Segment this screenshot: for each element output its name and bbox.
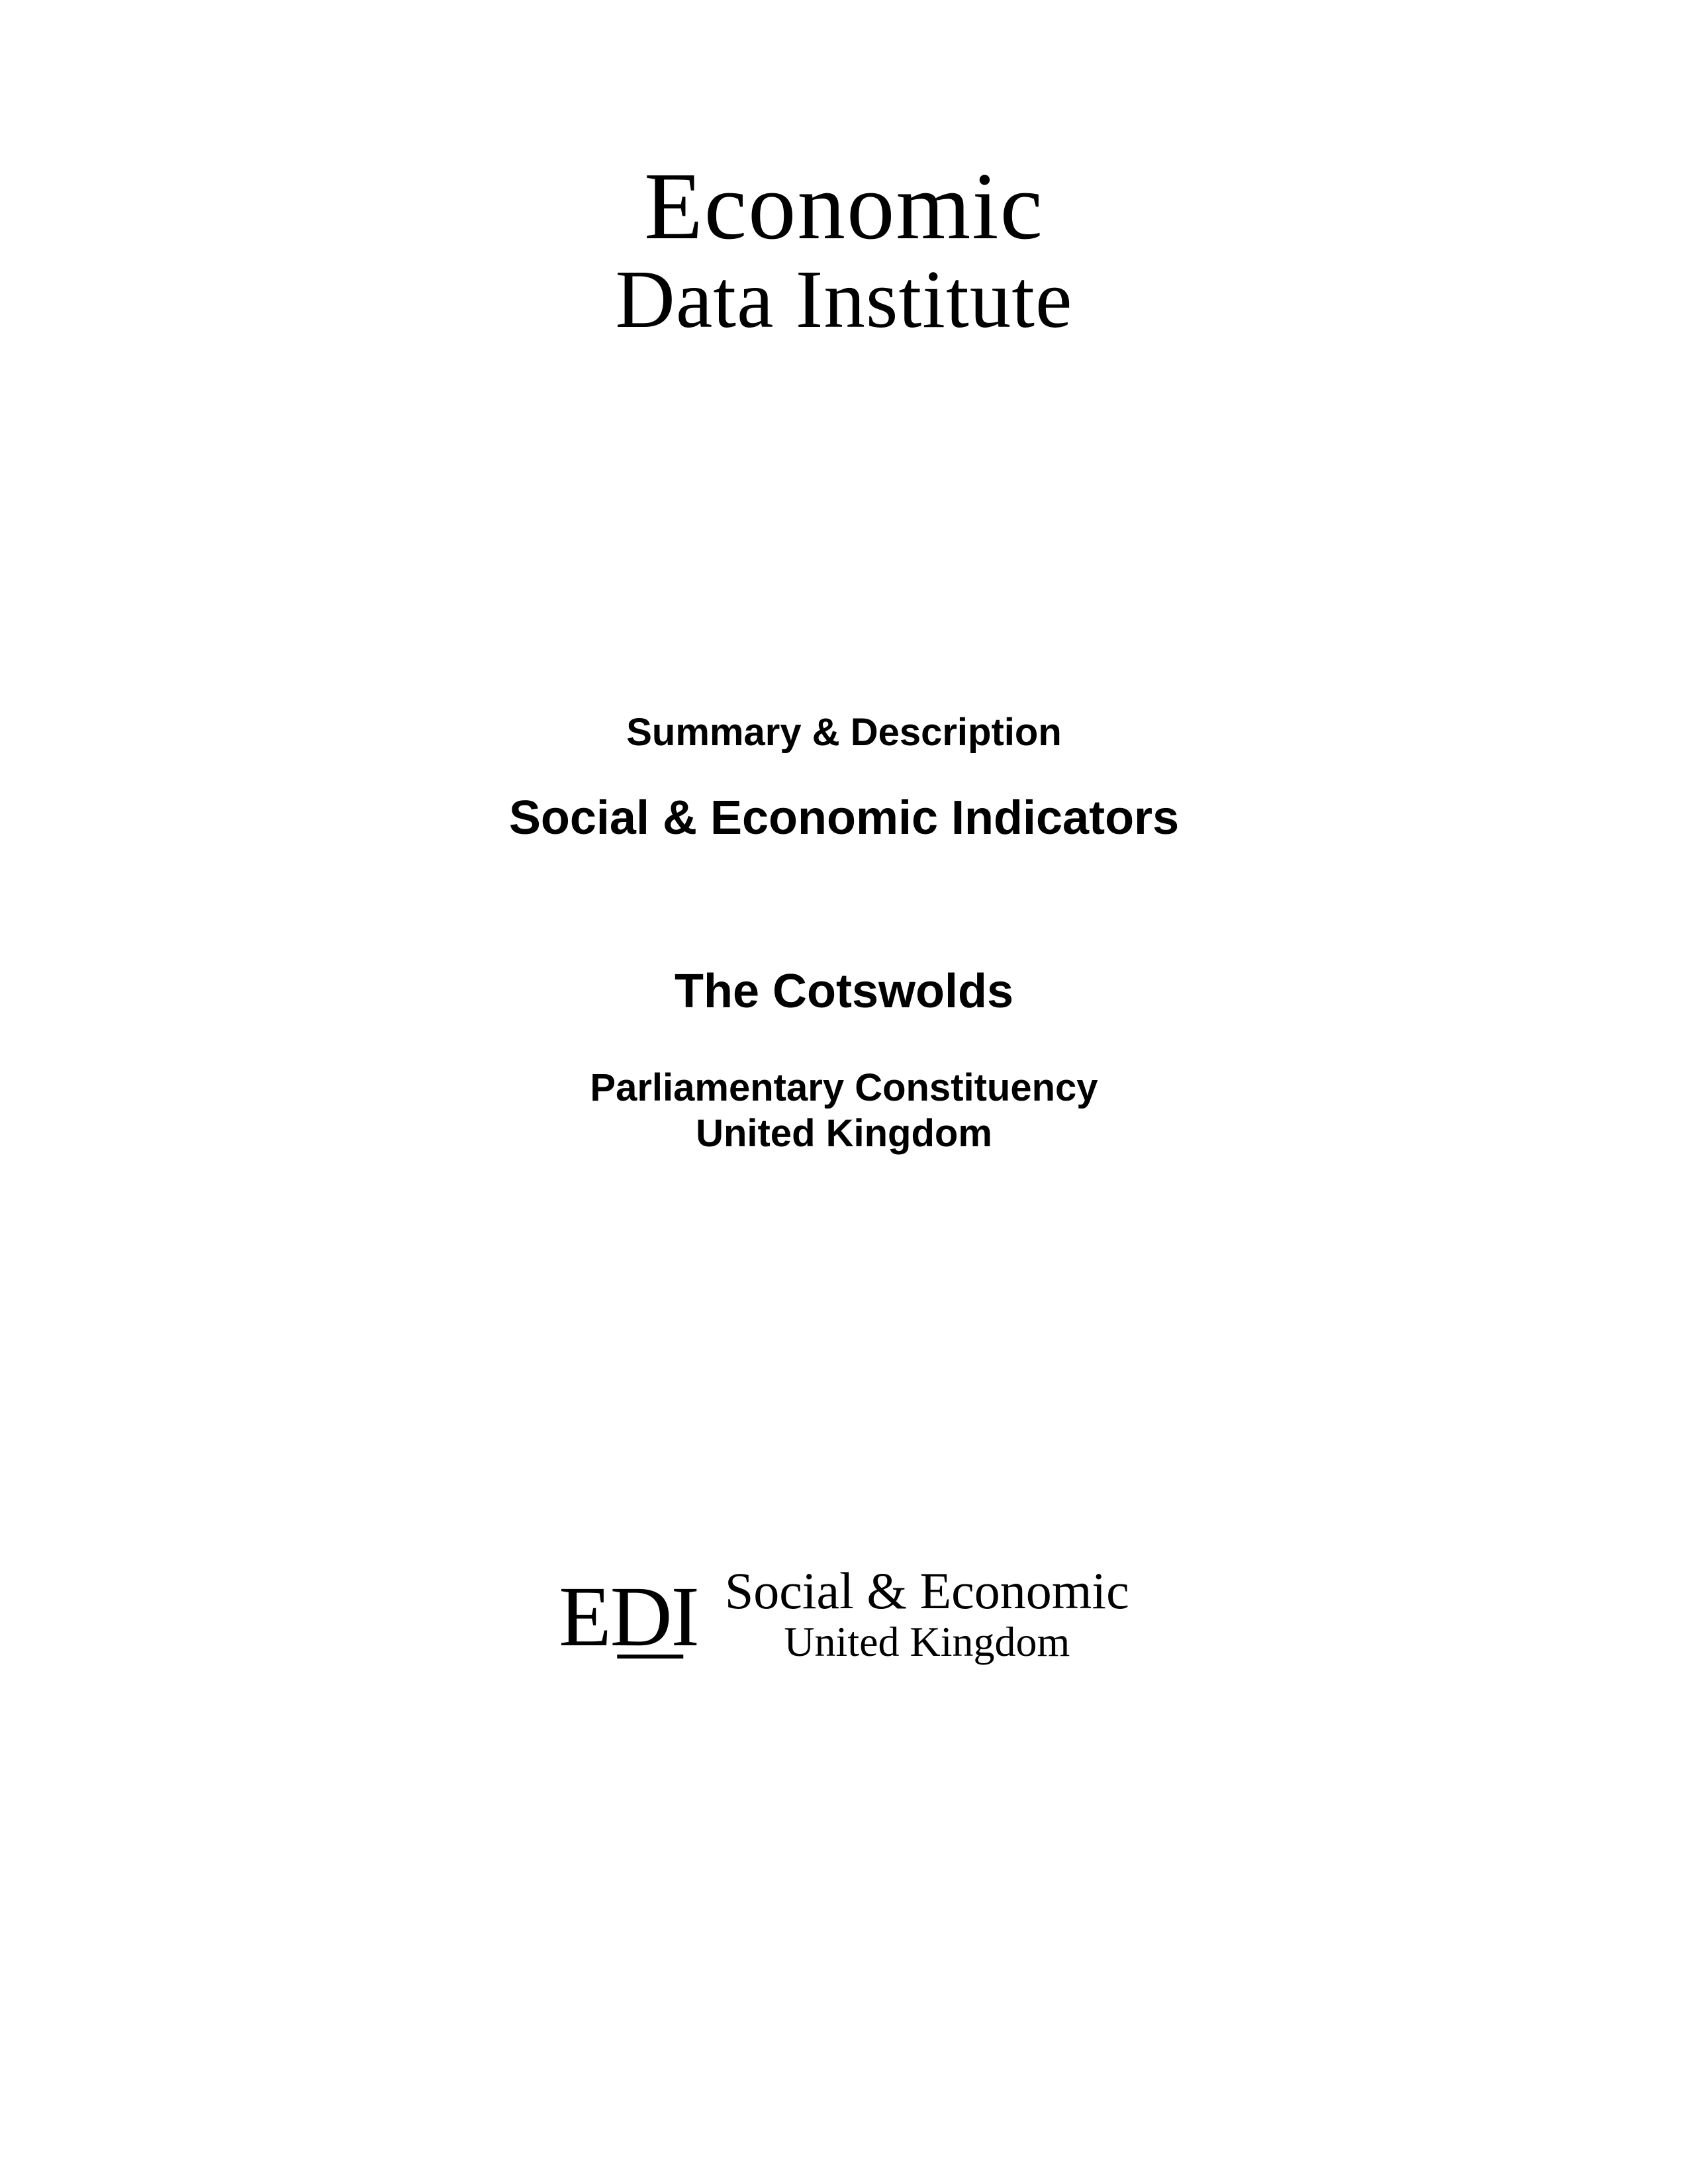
summary-description-label: Summary & Description: [509, 710, 1179, 754]
edi-underline: [617, 1655, 683, 1659]
bottom-logo: EDI Social & Economic United Kingdom: [559, 1565, 1129, 1668]
bottom-logo-right: Social & Economic United Kingdom: [725, 1565, 1129, 1668]
constituency-block: Parliamentary Constituency United Kingdo…: [509, 1065, 1179, 1157]
top-logo-line1: Economic: [616, 159, 1073, 255]
page-container: Economic Data Institute Summary & Descri…: [0, 0, 1688, 2184]
top-logo-line2: Data Institute: [616, 255, 1073, 346]
top-logo: Economic Data Institute: [616, 159, 1073, 346]
middle-section: Summary & Description Social & Economic …: [509, 710, 1179, 1157]
bottom-logo-line1: Social & Economic: [725, 1565, 1129, 1617]
constituency-line2: United Kingdom: [509, 1111, 1179, 1157]
constituency-line1: Parliamentary Constituency: [509, 1065, 1179, 1111]
region-name: The Cotswolds: [509, 964, 1179, 1019]
bottom-logo-line2: United Kingdom: [784, 1617, 1070, 1668]
indicators-title: Social & Economic Indicators: [509, 791, 1179, 845]
edi-letters: EDI: [559, 1569, 698, 1664]
edi-logo-text: EDI: [559, 1567, 698, 1666]
